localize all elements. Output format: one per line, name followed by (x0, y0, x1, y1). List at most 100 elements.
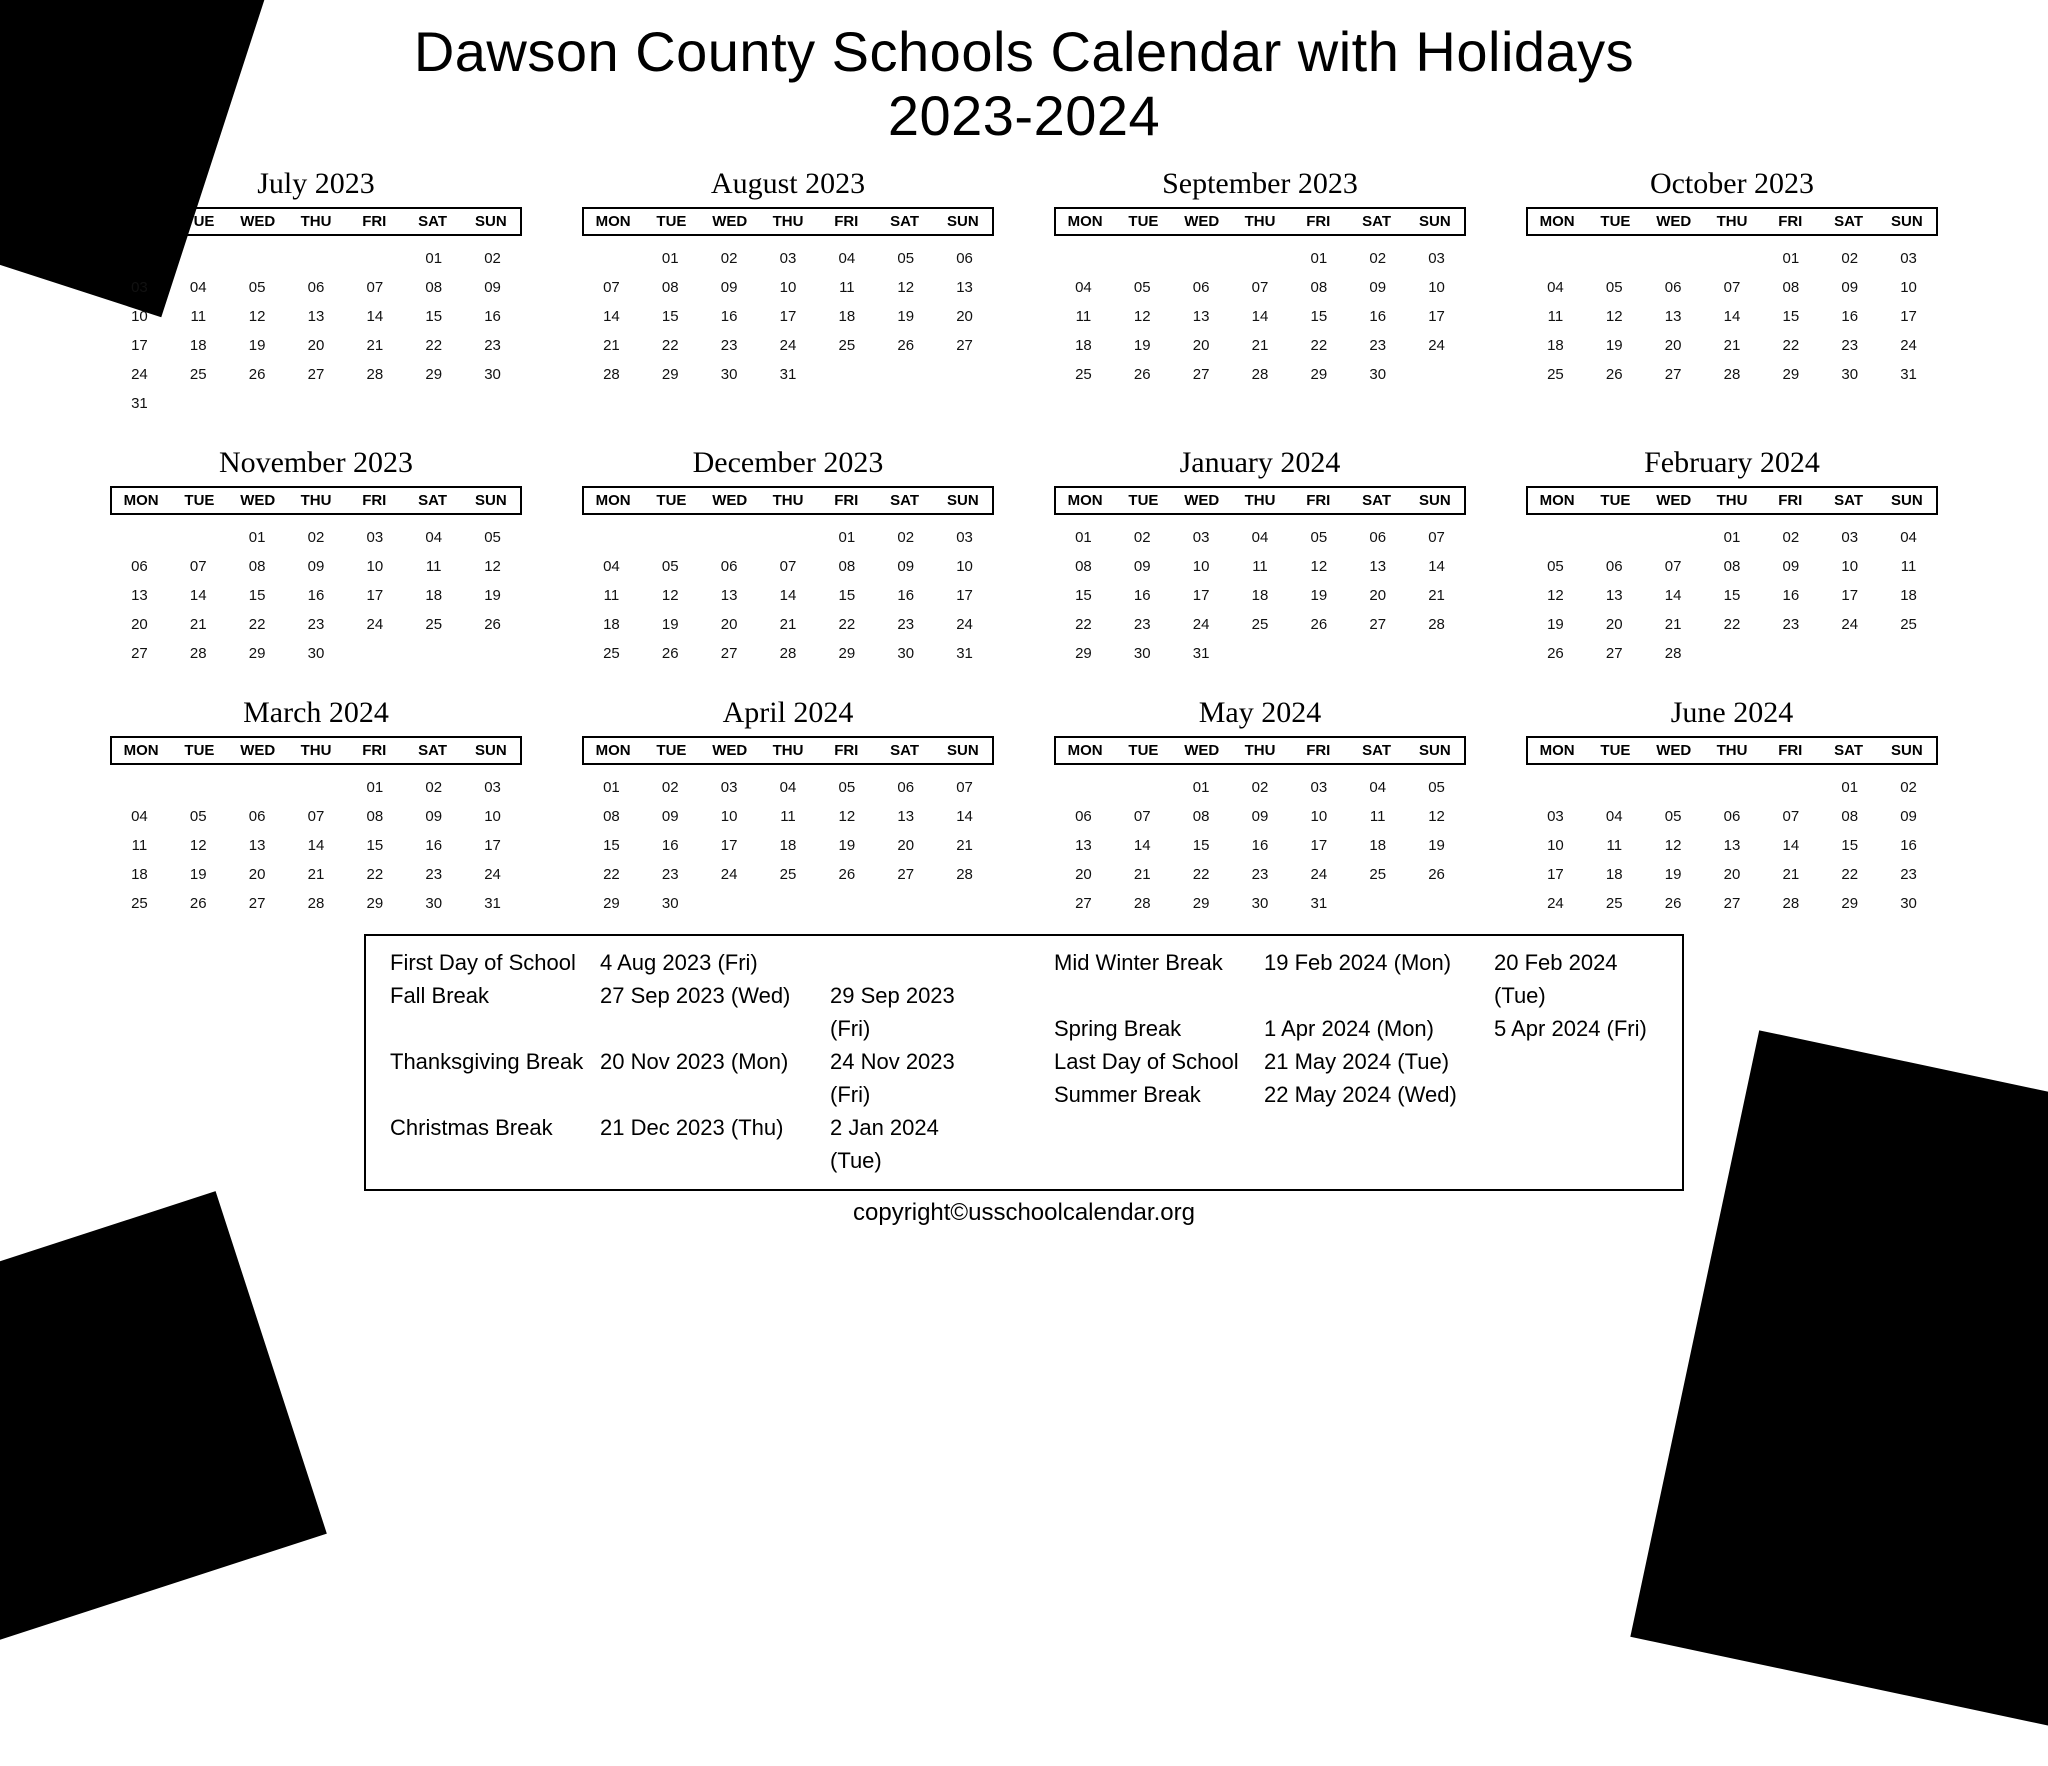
day-cell: 02 (404, 773, 463, 802)
day-cell: 08 (817, 552, 876, 581)
day-cell: 30 (463, 360, 522, 389)
day-cell: 09 (641, 802, 700, 831)
day-cell: 19 (1526, 610, 1585, 639)
day-cell: 10 (759, 273, 818, 302)
day-cell: 19 (1644, 860, 1703, 889)
day-cell: 01 (1703, 523, 1762, 552)
day-cell: 04 (1054, 273, 1113, 302)
holiday-label: Summer Break (1054, 1078, 1264, 1111)
day-cell: 08 (1289, 273, 1348, 302)
day-cell: 04 (759, 773, 818, 802)
dow-cell: MON (1056, 213, 1114, 230)
day-cell: 07 (935, 773, 994, 802)
dow-cell: FRI (1289, 492, 1347, 509)
day-cell: 29 (1172, 889, 1231, 918)
day-cell: 16 (700, 302, 759, 331)
day-cell: 11 (110, 831, 169, 860)
day-cell: 13 (1054, 831, 1113, 860)
dow-cell: WED (701, 492, 759, 509)
day-cell: 02 (1113, 523, 1172, 552)
dow-cell: MON (1056, 742, 1114, 759)
day-cell: 17 (700, 831, 759, 860)
day-cell: 03 (1407, 244, 1466, 273)
day-cell: 25 (169, 360, 228, 389)
dow-header: MONTUEWEDTHUFRISATSUN (110, 207, 522, 236)
day-cell: 08 (1703, 552, 1762, 581)
dow-cell: SAT (1819, 742, 1877, 759)
day-cell: 24 (700, 860, 759, 889)
month-block: July 2023MONTUEWEDTHUFRISATSUN0000000000… (110, 167, 522, 418)
day-cell: 06 (1172, 273, 1231, 302)
holiday-row: Fall Break27 Sep 2023 (Wed)29 Sep 2023 (… (390, 979, 994, 1045)
day-cell: 10 (1289, 802, 1348, 831)
holiday-label: First Day of School (390, 946, 600, 979)
day-cell: 23 (1113, 610, 1172, 639)
day-cell: 16 (463, 302, 522, 331)
day-cell: 05 (1407, 773, 1466, 802)
day-cell: 05 (876, 244, 935, 273)
dow-cell: THU (287, 742, 345, 759)
day-cell: 07 (1407, 523, 1466, 552)
dow-cell: TUE (642, 492, 700, 509)
day-cell: 28 (1113, 889, 1172, 918)
month-block: November 2023MONTUEWEDTHUFRISATSUN000001… (110, 446, 522, 668)
day-cell: 27 (1172, 360, 1231, 389)
day-cell: 30 (641, 889, 700, 918)
month-title: October 2023 (1526, 167, 1938, 201)
month-title: April 2024 (582, 696, 994, 730)
day-cell: 12 (1526, 581, 1585, 610)
dow-cell: TUE (1114, 213, 1172, 230)
dow-cell: MON (112, 742, 170, 759)
day-cell: 04 (1348, 773, 1407, 802)
dow-cell: WED (1173, 492, 1231, 509)
dow-cell: MON (584, 742, 642, 759)
dow-cell: TUE (642, 742, 700, 759)
day-cell: 25 (817, 331, 876, 360)
day-cell: 02 (1820, 244, 1879, 273)
day-cell: 01 (582, 773, 641, 802)
day-cell: 02 (641, 773, 700, 802)
day-cell: 28 (287, 889, 346, 918)
day-cell: 10 (1526, 831, 1585, 860)
dow-header: MONTUEWEDTHUFRISATSUN (582, 486, 994, 515)
days-grid: 0000000001020304050607080910111213141516… (110, 765, 522, 918)
day-cell: 20 (1644, 331, 1703, 360)
month-title: February 2024 (1526, 446, 1938, 480)
day-cell: 11 (1054, 302, 1113, 331)
day-cell: 18 (1879, 581, 1938, 610)
day-cell: 16 (404, 831, 463, 860)
day-cell: 01 (1054, 523, 1113, 552)
day-cell: 02 (1231, 773, 1290, 802)
day-cell: 03 (1289, 773, 1348, 802)
day-cell: 18 (110, 860, 169, 889)
day-cell: 28 (759, 639, 818, 668)
month-title: July 2023 (110, 167, 522, 201)
dow-cell: WED (229, 742, 287, 759)
day-cell: 31 (935, 639, 994, 668)
day-cell: 19 (169, 860, 228, 889)
holiday-label: Last Day of School (1054, 1045, 1264, 1078)
dow-cell: THU (1703, 742, 1761, 759)
holiday-date-start: 19 Feb 2024 (Mon) (1264, 946, 1494, 1012)
holiday-row: Last Day of School21 May 2024 (Tue) (1054, 1045, 1658, 1078)
day-cell: 06 (876, 773, 935, 802)
day-cell: 03 (1820, 523, 1879, 552)
holiday-row: Mid Winter Break19 Feb 2024 (Mon)20 Feb … (1054, 946, 1658, 1012)
dow-cell: FRI (1289, 742, 1347, 759)
day-cell: 11 (582, 581, 641, 610)
day-cell: 11 (759, 802, 818, 831)
day-cell: 05 (228, 273, 287, 302)
day-cell: 06 (935, 244, 994, 273)
day-cell: 11 (817, 273, 876, 302)
day-cell: 28 (1407, 610, 1466, 639)
day-cell: 05 (1644, 802, 1703, 831)
day-cell: 17 (1172, 581, 1231, 610)
dow-cell: SUN (462, 742, 520, 759)
day-cell: 28 (1644, 639, 1703, 668)
day-cell: 27 (228, 889, 287, 918)
day-cell: 18 (1585, 860, 1644, 889)
day-cell: 03 (700, 773, 759, 802)
day-cell: 11 (404, 552, 463, 581)
dow-cell: FRI (817, 492, 875, 509)
dow-cell: THU (287, 213, 345, 230)
